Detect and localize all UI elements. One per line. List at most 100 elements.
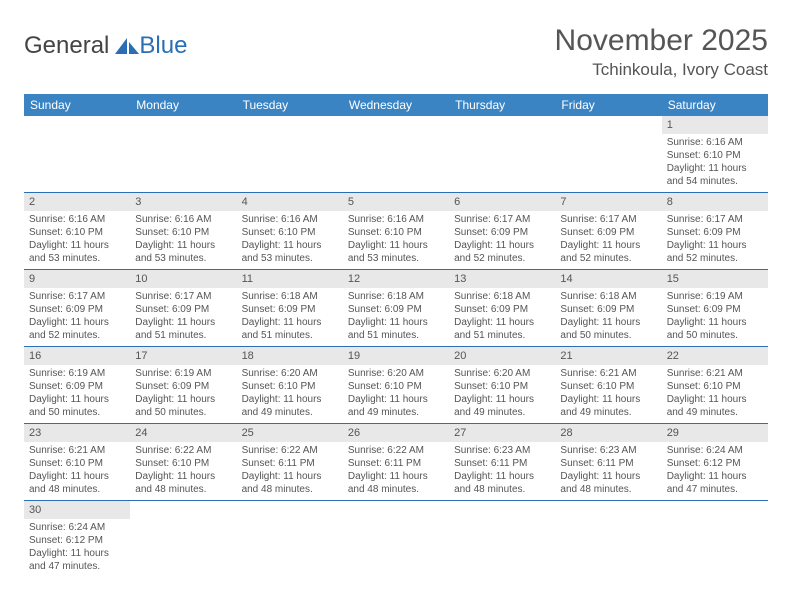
day-number: 12	[343, 270, 449, 288]
day-of-week-header: Saturday	[662, 94, 768, 116]
calendar-day-cell: 14Sunrise: 6:18 AMSunset: 6:09 PMDayligh…	[555, 270, 661, 347]
title-block: November 2025 Tchinkoula, Ivory Coast	[555, 24, 768, 80]
calendar-day-cell	[449, 501, 555, 578]
calendar-day-cell	[343, 501, 449, 578]
day-number: 15	[662, 270, 768, 288]
brand-part2: Blue	[139, 32, 187, 60]
day-number: 11	[237, 270, 343, 288]
day-details: Sunrise: 6:19 AMSunset: 6:09 PMDaylight:…	[24, 365, 130, 423]
month-title: November 2025	[555, 24, 768, 58]
calendar-day-cell: 4Sunrise: 6:16 AMSunset: 6:10 PMDaylight…	[237, 193, 343, 270]
day-details: Sunrise: 6:22 AMSunset: 6:10 PMDaylight:…	[130, 442, 236, 500]
calendar-table: SundayMondayTuesdayWednesdayThursdayFrid…	[24, 94, 768, 577]
day-details: Sunrise: 6:18 AMSunset: 6:09 PMDaylight:…	[449, 288, 555, 346]
day-number: 26	[343, 424, 449, 442]
day-details: Sunrise: 6:22 AMSunset: 6:11 PMDaylight:…	[237, 442, 343, 500]
day-number: 5	[343, 193, 449, 211]
day-details: Sunrise: 6:17 AMSunset: 6:09 PMDaylight:…	[662, 211, 768, 269]
day-details: Sunrise: 6:21 AMSunset: 6:10 PMDaylight:…	[662, 365, 768, 423]
day-details: Sunrise: 6:16 AMSunset: 6:10 PMDaylight:…	[130, 211, 236, 269]
day-of-week-header: Monday	[130, 94, 236, 116]
calendar-day-cell	[130, 501, 236, 578]
day-number: 21	[555, 347, 661, 365]
day-number: 18	[237, 347, 343, 365]
day-details: Sunrise: 6:16 AMSunset: 6:10 PMDaylight:…	[343, 211, 449, 269]
calendar-day-cell: 7Sunrise: 6:17 AMSunset: 6:09 PMDaylight…	[555, 193, 661, 270]
calendar-body: 1 Sunrise: 6:16 AMSunset: 6:10 PMDaylight…	[24, 116, 768, 577]
calendar-day-cell: 12Sunrise: 6:18 AMSunset: 6:09 PMDayligh…	[343, 270, 449, 347]
calendar-day-cell	[24, 116, 130, 193]
calendar-day-cell: 18Sunrise: 6:20 AMSunset: 6:10 PMDayligh…	[237, 347, 343, 424]
day-details: Sunrise: 6:16 AMSunset: 6:10 PMDaylight:…	[237, 211, 343, 269]
calendar-day-cell: 29Sunrise: 6:24 AMSunset: 6:12 PMDayligh…	[662, 424, 768, 501]
sail-icon	[113, 36, 141, 56]
day-details: Sunrise: 6:17 AMSunset: 6:09 PMDaylight:…	[555, 211, 661, 269]
day-number: 9	[24, 270, 130, 288]
calendar-day-cell: 25Sunrise: 6:22 AMSunset: 6:11 PMDayligh…	[237, 424, 343, 501]
day-number: 4	[237, 193, 343, 211]
day-details: Sunrise: 6:22 AMSunset: 6:11 PMDaylight:…	[343, 442, 449, 500]
day-number: 1	[662, 116, 768, 134]
day-number: 24	[130, 424, 236, 442]
calendar-day-cell: 24Sunrise: 6:22 AMSunset: 6:10 PMDayligh…	[130, 424, 236, 501]
day-number: 19	[343, 347, 449, 365]
calendar-day-cell: 13Sunrise: 6:18 AMSunset: 6:09 PMDayligh…	[449, 270, 555, 347]
day-number: 25	[237, 424, 343, 442]
calendar-day-cell: 9Sunrise: 6:17 AMSunset: 6:09 PMDaylight…	[24, 270, 130, 347]
calendar-day-cell: 22Sunrise: 6:21 AMSunset: 6:10 PMDayligh…	[662, 347, 768, 424]
day-details: Sunrise: 6:24 AMSunset: 6:12 PMDaylight:…	[24, 519, 130, 577]
brand-logo: General Blue	[24, 24, 187, 60]
day-of-week-header: Sunday	[24, 94, 130, 116]
day-details: Sunrise: 6:23 AMSunset: 6:11 PMDaylight:…	[449, 442, 555, 500]
calendar-day-cell: 8Sunrise: 6:17 AMSunset: 6:09 PMDaylight…	[662, 193, 768, 270]
day-number: 17	[130, 347, 236, 365]
day-number: 10	[130, 270, 236, 288]
day-number: 3	[130, 193, 236, 211]
calendar-day-cell: 28Sunrise: 6:23 AMSunset: 6:11 PMDayligh…	[555, 424, 661, 501]
calendar-day-cell	[343, 116, 449, 193]
calendar-day-cell: 6Sunrise: 6:17 AMSunset: 6:09 PMDaylight…	[449, 193, 555, 270]
day-details: Sunrise: 6:17 AMSunset: 6:09 PMDaylight:…	[449, 211, 555, 269]
calendar-week-row: 1Sunrise: 6:16 AMSunset: 6:10 PMDaylight…	[24, 116, 768, 193]
calendar-week-row: 30Sunrise: 6:24 AMSunset: 6:12 PMDayligh…	[24, 501, 768, 578]
day-number: 7	[555, 193, 661, 211]
day-of-week-header: Thursday	[449, 94, 555, 116]
day-details: Sunrise: 6:17 AMSunset: 6:09 PMDaylight:…	[130, 288, 236, 346]
brand-part1: General	[24, 32, 109, 60]
calendar-day-cell: 15Sunrise: 6:19 AMSunset: 6:09 PMDayligh…	[662, 270, 768, 347]
calendar-day-cell: 26Sunrise: 6:22 AMSunset: 6:11 PMDayligh…	[343, 424, 449, 501]
calendar-day-cell: 20Sunrise: 6:20 AMSunset: 6:10 PMDayligh…	[449, 347, 555, 424]
calendar-day-cell: 11Sunrise: 6:18 AMSunset: 6:09 PMDayligh…	[237, 270, 343, 347]
calendar-week-row: 16Sunrise: 6:19 AMSunset: 6:09 PMDayligh…	[24, 347, 768, 424]
calendar-week-row: 23Sunrise: 6:21 AMSunset: 6:10 PMDayligh…	[24, 424, 768, 501]
calendar-day-cell: 27Sunrise: 6:23 AMSunset: 6:11 PMDayligh…	[449, 424, 555, 501]
calendar-day-cell: 2Sunrise: 6:16 AMSunset: 6:10 PMDaylight…	[24, 193, 130, 270]
calendar-week-row: 9Sunrise: 6:17 AMSunset: 6:09 PMDaylight…	[24, 270, 768, 347]
calendar-day-cell: 21Sunrise: 6:21 AMSunset: 6:10 PMDayligh…	[555, 347, 661, 424]
day-number: 30	[24, 501, 130, 519]
calendar-day-cell	[130, 116, 236, 193]
location: Tchinkoula, Ivory Coast	[555, 60, 768, 80]
day-of-week-header: Wednesday	[343, 94, 449, 116]
day-details: Sunrise: 6:23 AMSunset: 6:11 PMDaylight:…	[555, 442, 661, 500]
day-details: Sunrise: 6:18 AMSunset: 6:09 PMDaylight:…	[343, 288, 449, 346]
calendar-day-cell: 10Sunrise: 6:17 AMSunset: 6:09 PMDayligh…	[130, 270, 236, 347]
calendar-day-cell	[555, 501, 661, 578]
day-number: 29	[662, 424, 768, 442]
header: General Blue November 2025 Tchinkoula, I…	[24, 24, 768, 80]
day-details: Sunrise: 6:19 AMSunset: 6:09 PMDaylight:…	[662, 288, 768, 346]
day-details: Sunrise: 6:20 AMSunset: 6:10 PMDaylight:…	[449, 365, 555, 423]
day-number: 28	[555, 424, 661, 442]
day-number: 22	[662, 347, 768, 365]
day-of-week-header: Tuesday	[237, 94, 343, 116]
day-of-week-header: Friday	[555, 94, 661, 116]
calendar-day-cell: 16Sunrise: 6:19 AMSunset: 6:09 PMDayligh…	[24, 347, 130, 424]
calendar-day-cell	[449, 116, 555, 193]
day-details: Sunrise: 6:16 AMSunset: 6:10 PMDaylight:…	[24, 211, 130, 269]
day-details: Sunrise: 6:21 AMSunset: 6:10 PMDaylight:…	[555, 365, 661, 423]
day-details: Sunrise: 6:18 AMSunset: 6:09 PMDaylight:…	[237, 288, 343, 346]
calendar-day-cell	[662, 501, 768, 578]
day-number: 23	[24, 424, 130, 442]
calendar-day-cell: 1Sunrise: 6:16 AMSunset: 6:10 PMDaylight…	[662, 116, 768, 193]
calendar-day-cell: 17Sunrise: 6:19 AMSunset: 6:09 PMDayligh…	[130, 347, 236, 424]
